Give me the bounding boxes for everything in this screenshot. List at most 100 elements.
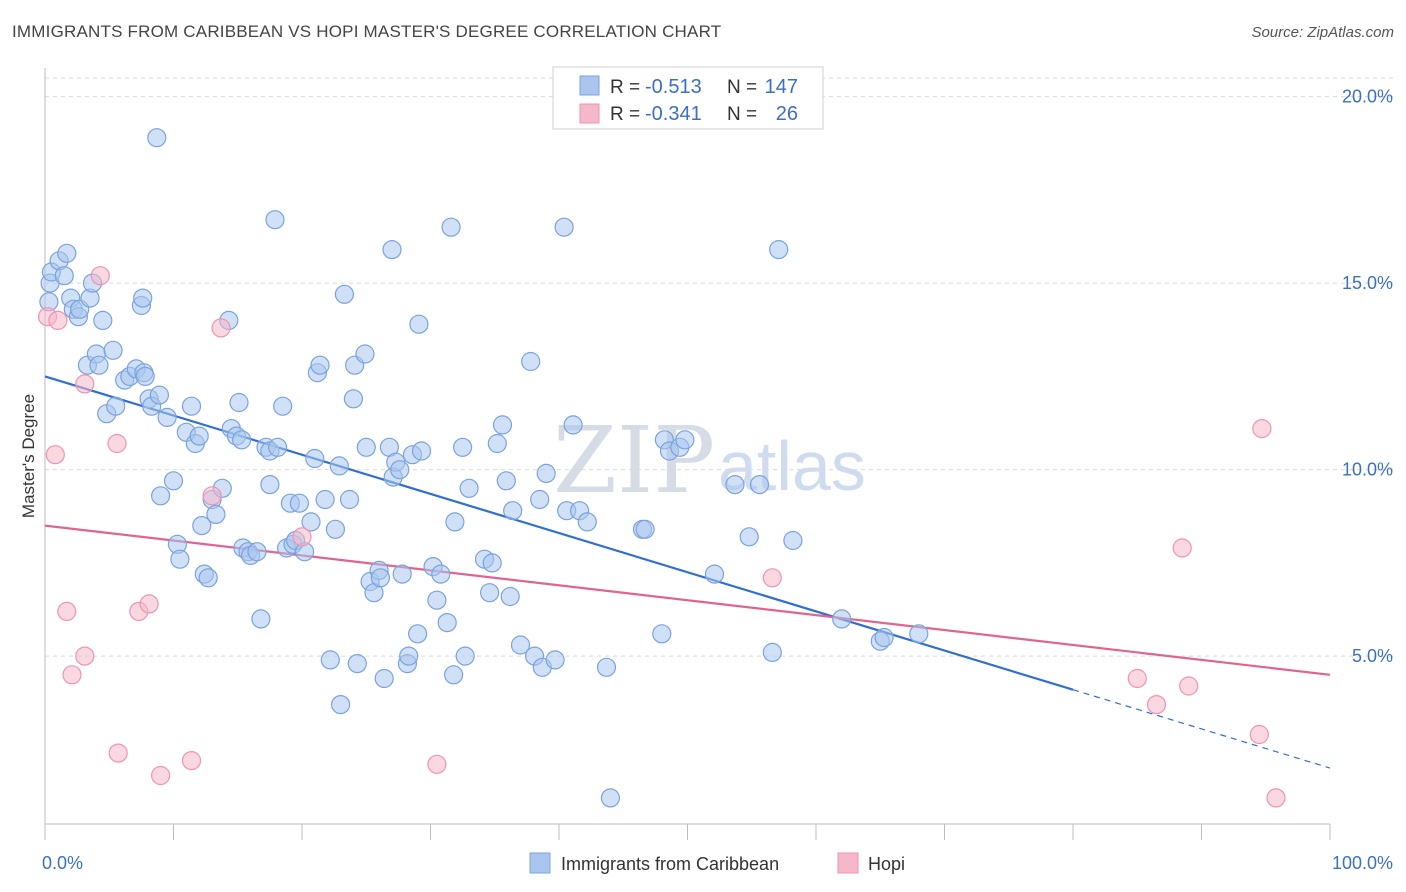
point-hopi: [62, 665, 82, 685]
watermark-atlas: atlas: [718, 427, 866, 505]
point-caribbean: [500, 586, 520, 607]
point-caribbean: [482, 553, 502, 573]
point-caribbean: [268, 437, 288, 457]
point-caribbean: [106, 396, 126, 416]
legend-swatch-hopi: [579, 103, 600, 124]
point-caribbean: [260, 475, 280, 495]
trend-line-caribbean-extension: [1072, 689, 1331, 769]
point-caribbean: [652, 624, 672, 644]
point-caribbean: [554, 217, 574, 237]
point-caribbean: [496, 471, 516, 491]
point-caribbean: [635, 519, 655, 539]
point-caribbean: [437, 612, 457, 633]
point-caribbean: [739, 527, 759, 547]
point-caribbean: [441, 217, 461, 237]
point-hopi: [108, 743, 128, 763]
point-caribbean: [305, 448, 325, 469]
legend-r-label-2: R =: [610, 104, 640, 125]
point-caribbean: [355, 344, 375, 364]
point-caribbean: [374, 668, 394, 689]
point-caribbean: [347, 653, 367, 674]
point-caribbean: [157, 407, 177, 427]
point-caribbean: [329, 456, 349, 476]
point-hopi: [57, 601, 77, 622]
point-caribbean: [247, 542, 267, 562]
point-caribbean: [545, 650, 565, 670]
point-caribbean: [315, 489, 335, 510]
point-caribbean: [181, 396, 202, 416]
point-caribbean: [408, 624, 428, 644]
point-hopi: [1127, 668, 1147, 689]
point-hopi: [90, 266, 110, 286]
point-caribbean: [54, 266, 74, 286]
point-caribbean: [93, 310, 113, 330]
point-hopi: [107, 433, 127, 454]
point-caribbean: [390, 460, 410, 480]
watermark: ZIP atlas: [553, 407, 866, 514]
point-caribbean: [487, 433, 507, 454]
data-points: [37, 128, 1286, 808]
point-caribbean: [909, 624, 929, 644]
point-caribbean: [444, 665, 464, 685]
point-caribbean: [510, 635, 531, 655]
y-tick-label: 20.0%: [1342, 87, 1393, 107]
point-caribbean: [251, 609, 271, 629]
point-hopi: [181, 750, 202, 771]
legend-r-value-1: -0.513: [645, 76, 702, 98]
point-caribbean: [704, 564, 725, 584]
point-caribbean: [530, 489, 550, 510]
point-caribbean: [725, 475, 745, 495]
point-caribbean: [89, 355, 109, 375]
point-hopi: [1252, 419, 1272, 439]
point-caribbean: [57, 243, 77, 263]
point-hopi: [75, 646, 95, 666]
point-caribbean: [320, 650, 340, 670]
point-caribbean: [343, 389, 363, 409]
point-caribbean: [301, 512, 321, 532]
point-caribbean: [198, 568, 218, 588]
point-caribbean: [392, 564, 412, 584]
point-caribbean: [536, 463, 556, 483]
point-caribbean: [600, 788, 621, 808]
point-caribbean: [192, 515, 212, 536]
point-caribbean: [749, 475, 770, 495]
y-axis-label: Master's Degree: [19, 394, 38, 518]
point-caribbean: [273, 396, 293, 416]
y-tick-label: 5.0%: [1352, 646, 1393, 666]
point-caribbean: [147, 128, 167, 148]
point-caribbean: [206, 504, 226, 525]
series-legend-swatch-hopi: [837, 852, 859, 874]
point-caribbean: [832, 609, 852, 629]
point-hopi: [75, 374, 95, 394]
point-caribbean: [339, 489, 360, 510]
point-caribbean: [596, 657, 617, 677]
point-hopi: [211, 318, 231, 338]
point-caribbean: [563, 415, 583, 435]
chart-source: Source: ZipAtlas.com: [1251, 24, 1394, 41]
point-caribbean: [762, 642, 782, 663]
legend-r-label-1: R =: [610, 77, 640, 98]
point-caribbean: [874, 627, 894, 648]
point-caribbean: [783, 530, 803, 551]
point-caribbean: [289, 493, 309, 513]
legend-swatch-caribbean: [579, 75, 600, 96]
legend-n-value-2: 26: [776, 103, 798, 125]
point-hopi: [202, 486, 222, 506]
point-hopi: [762, 568, 782, 588]
point-hopi: [151, 765, 171, 786]
point-caribbean: [503, 501, 523, 521]
axes: [44, 68, 1331, 840]
point-caribbean: [445, 512, 465, 532]
point-caribbean: [151, 486, 171, 506]
point-caribbean: [356, 437, 376, 457]
point-caribbean: [135, 366, 155, 386]
point-caribbean: [229, 392, 249, 413]
point-hopi: [1172, 538, 1192, 558]
point-caribbean: [577, 512, 597, 532]
trend-line-caribbean: [44, 375, 1074, 691]
x-tick-label-max: 100.0%: [1332, 853, 1393, 873]
point-caribbean: [431, 564, 451, 584]
point-caribbean: [232, 430, 252, 450]
point-caribbean: [675, 430, 695, 450]
